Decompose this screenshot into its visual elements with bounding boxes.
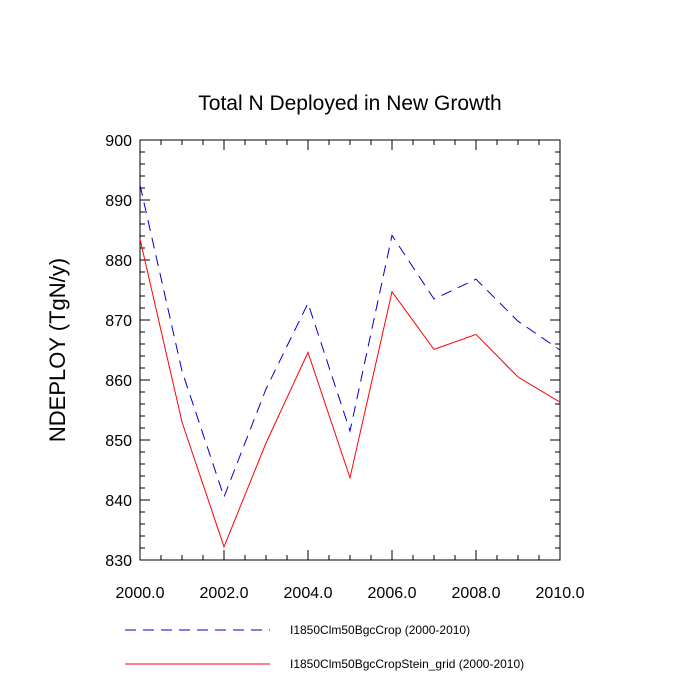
- y-tick-label: 900: [105, 133, 132, 150]
- x-tick-label: 2006.0: [368, 585, 417, 602]
- legend: I1850Clm50BgcCrop (2000-2010) I1850Clm50B…: [125, 623, 524, 671]
- y-tick-label: 830: [105, 553, 132, 570]
- y-tick-label: 860: [105, 373, 132, 390]
- x-tick-label: 2000.0: [116, 585, 165, 602]
- y-tick-label: 880: [105, 253, 132, 270]
- series-line-2: [139, 238, 561, 549]
- x-tick-label: 2008.0: [452, 585, 501, 602]
- plot-area: 830 840 850 860 870 880 890 900 2000.0 2002.0 2004…: [105, 133, 584, 602]
- y-tick-label: 840: [105, 493, 132, 510]
- y-tick-label: 850: [105, 433, 132, 450]
- x-tick-label: 2010.0: [536, 585, 585, 602]
- y-tick-label: 870: [105, 313, 132, 330]
- legend-label-1: I1850Clm50BgcCrop (2000-2010): [290, 623, 470, 637]
- legend-label-2: I1850Clm50BgcCropStein_grid (2000-2010): [290, 657, 524, 671]
- x-tick-label: 2002.0: [200, 585, 249, 602]
- y-tick-label: 890: [105, 193, 132, 210]
- chart-title: Total N Deployed in New Growth: [198, 92, 501, 115]
- series-line-1: [139, 184, 561, 499]
- y-axis-label: NDEPLOY (TgN/y): [45, 258, 70, 442]
- x-tick-label: 2004.0: [284, 585, 333, 602]
- plot-frame: [139, 139, 561, 561]
